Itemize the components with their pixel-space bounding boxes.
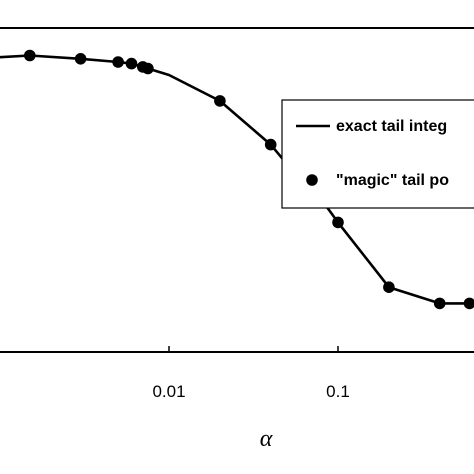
x-axis-label: α — [260, 426, 273, 452]
magic-point-0 — [24, 49, 36, 62]
magic-point-3 — [125, 57, 138, 70]
magic-point-12 — [433, 297, 446, 310]
magic-point-13 — [463, 297, 474, 310]
magic-point-2 — [112, 56, 124, 68]
x-tick-label-0: 0.01 — [152, 382, 185, 401]
legend-marker-swatch — [306, 174, 318, 186]
legend: exact tail integ "magic" tail po — [281, 99, 474, 209]
x-ticks — [168, 346, 339, 352]
magic-point-5 — [142, 62, 154, 75]
magic-point-10 — [332, 216, 344, 229]
legend-label-exact: exact tail integ — [336, 118, 447, 135]
magic-point-11 — [383, 281, 395, 294]
legend-label-magic: "magic" tail po — [336, 172, 449, 189]
magic-point-1 — [74, 53, 87, 65]
magic-point-7 — [264, 138, 277, 151]
legend-box — [281, 99, 474, 209]
x-tick-label-1: 0.1 — [326, 382, 350, 401]
x-tick-labels: 0.010.11 — [152, 382, 350, 401]
magic-point-6 — [214, 95, 226, 107]
plot-frame — [0, 27, 474, 353]
